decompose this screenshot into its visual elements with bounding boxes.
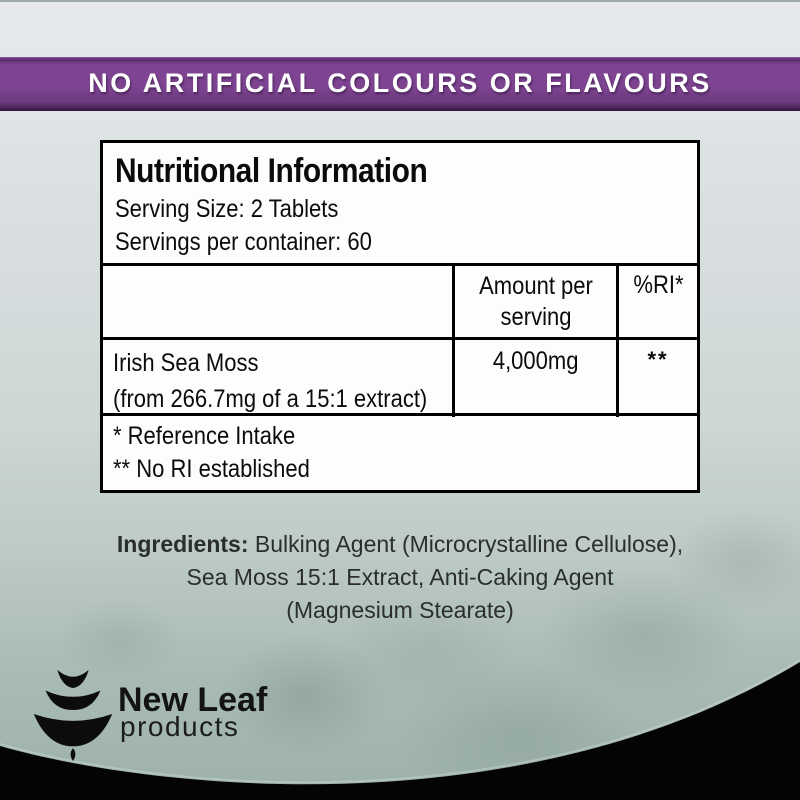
- ingredients-line-1: Ingredients: Bulking Agent (Microcrystal…: [0, 528, 800, 561]
- ingredient-detail: (from 266.7mg of a 15:1 extract): [113, 385, 428, 413]
- nutrition-table-title: Nutritional Information: [115, 152, 428, 190]
- ingredient-name: Irish Sea Moss: [113, 349, 259, 377]
- table-footnotes: * Reference Intake ** No RI established: [103, 416, 697, 490]
- header-empty-cell: [103, 266, 452, 337]
- servings-per-container-text: Servings per container: 60: [115, 228, 372, 256]
- brand-subtitle: products: [120, 711, 240, 742]
- claim-banner: NO ARTIFICIAL COLOURS OR FLAVOURS: [0, 57, 800, 111]
- brand-name: New Leaf: [118, 681, 268, 719]
- ingredients-line-1-text: Bulking Agent (Microcrystalline Cellulos…: [248, 531, 684, 557]
- nutrition-table-header-block: Nutritional Information Serving Size: 2 …: [103, 143, 697, 266]
- top-edge-line: [0, 0, 800, 2]
- serving-size-text: Serving Size: 2 Tablets: [115, 195, 339, 223]
- footnote-reference-intake: * Reference Intake: [113, 422, 296, 450]
- ingredients-line-2: Sea Moss 15:1 Extract, Anti-Caking Agent: [186, 564, 614, 590]
- ingredients-line-3: (Magnesium Stearate): [286, 597, 514, 623]
- table-column-header-row: Amount per serving %RI*: [103, 266, 697, 340]
- table-row-irish-sea-moss: Irish Sea Moss (from 266.7mg of a 15:1 e…: [103, 340, 697, 417]
- header-amount-per-serving: Amount per serving: [452, 266, 616, 337]
- nutrition-table: Nutritional Information Serving Size: 2 …: [100, 140, 700, 493]
- ri-value-cell: **: [616, 340, 697, 417]
- tree-icon: [33, 669, 113, 761]
- ingredient-name-cell: Irish Sea Moss (from 266.7mg of a 15:1 e…: [103, 340, 452, 417]
- header-percent-ri: %RI*: [616, 266, 697, 337]
- claim-banner-text: NO ARTIFICIAL COLOURS OR FLAVOURS: [88, 67, 712, 98]
- amount-value-cell: 4,000mg: [452, 340, 616, 417]
- ingredients-label: Ingredients:: [116, 531, 249, 557]
- footnote-no-ri: ** No RI established: [113, 455, 310, 483]
- ingredients-paragraph: Ingredients: Bulking Agent (Microcrystal…: [0, 528, 800, 627]
